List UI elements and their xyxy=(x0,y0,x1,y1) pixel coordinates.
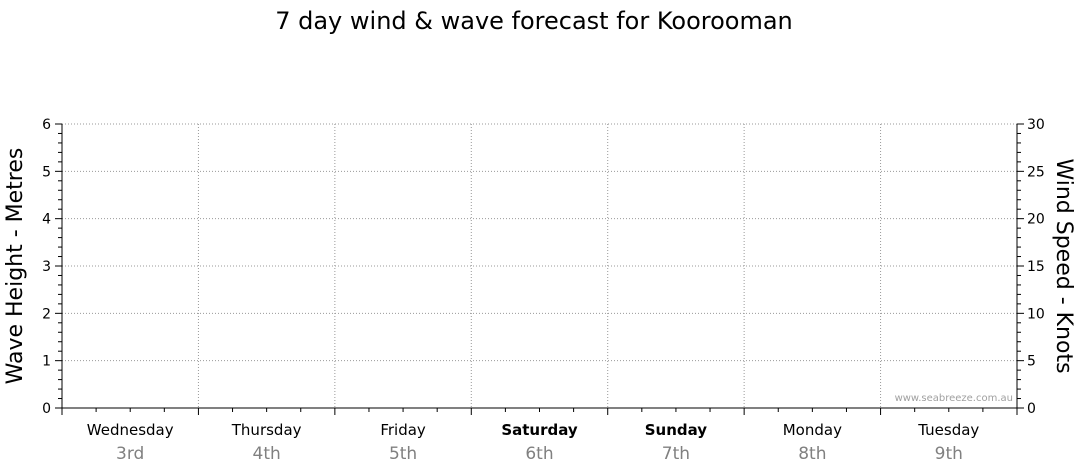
x-axis-labels: Wednesday 3rd Thursday 4th Friday 5th Saturday… xyxy=(87,421,980,464)
day-label: Friday xyxy=(380,421,426,439)
grid xyxy=(62,123,1017,408)
right-tick-label: 20 xyxy=(1027,212,1045,228)
date-label: 4th xyxy=(253,444,281,464)
right-tick-label: 25 xyxy=(1027,164,1045,180)
left-tick-label: 2 xyxy=(42,306,51,322)
right-tick-label: 30 xyxy=(1027,117,1045,133)
date-label: 7th xyxy=(662,444,690,464)
day-label: Thursday xyxy=(231,421,302,439)
date-label: 6th xyxy=(525,444,553,464)
left-axis-title: Wave Height - Metres xyxy=(3,148,28,385)
right-axis-ticks: 0 5 10 15 20 25 30 xyxy=(1017,117,1045,417)
watermark: www.seabreeze.com.au xyxy=(895,393,1013,404)
date-label: 9th xyxy=(935,444,963,464)
left-tick-label: 0 xyxy=(42,401,51,417)
day-label: Sunday xyxy=(645,421,708,439)
day-label: Saturday xyxy=(501,421,578,439)
right-tick-label: 15 xyxy=(1027,259,1045,275)
day-label: Wednesday xyxy=(87,421,174,439)
date-label: 5th xyxy=(389,444,417,464)
left-tick-label: 3 xyxy=(42,259,51,275)
axes xyxy=(61,124,1018,415)
right-tick-label: 5 xyxy=(1027,354,1036,370)
left-tick-label: 6 xyxy=(42,117,51,133)
date-label: 3rd xyxy=(116,444,144,464)
right-tick-label: 0 xyxy=(1027,401,1036,417)
right-axis-title: Wind Speed - Knots xyxy=(1051,158,1076,373)
chart-title: 7 day wind & wave forecast for Koorooman xyxy=(275,7,793,35)
left-tick-label: 1 xyxy=(42,354,51,370)
right-tick-label: 10 xyxy=(1027,306,1045,322)
day-label: Monday xyxy=(783,421,842,439)
left-axis-ticks: 0 1 2 3 4 5 6 xyxy=(42,117,62,417)
date-label: 8th xyxy=(798,444,826,464)
left-tick-label: 4 xyxy=(42,212,51,228)
day-label: Tuesday xyxy=(917,421,979,439)
left-tick-label: 5 xyxy=(42,164,51,180)
